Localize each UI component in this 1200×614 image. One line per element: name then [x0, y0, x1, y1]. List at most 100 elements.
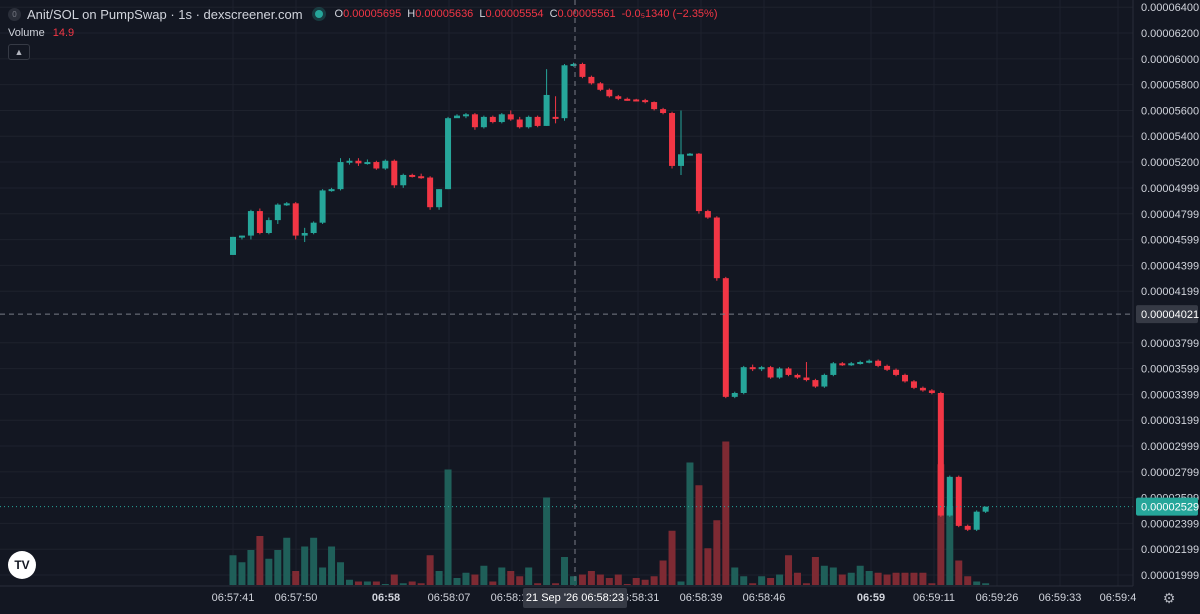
candle — [427, 176, 434, 210]
candle-body — [785, 368, 792, 375]
volume-bar — [301, 546, 309, 585]
candle — [767, 365, 774, 379]
candle — [498, 113, 505, 124]
volume-bar — [758, 576, 766, 585]
candle-body — [436, 189, 443, 208]
symbol-icon[interactable]: 0 — [8, 7, 21, 21]
candle-body — [543, 94, 550, 126]
candle — [543, 69, 550, 126]
candle-body — [597, 83, 604, 90]
change-value: -0.0₅1340 (−2.35%) — [621, 8, 718, 20]
time-tick-label: 06:59:33 — [1039, 592, 1082, 604]
candle — [758, 365, 765, 372]
collapse-legend-button[interactable]: ▲ — [8, 44, 30, 60]
volume-bar — [722, 441, 730, 585]
ohlc-legend: O0.00005695 H0.00005636 L0.00005554 C0.0… — [335, 8, 718, 20]
candle — [355, 158, 362, 166]
close-value: 0.00005561 — [557, 8, 616, 20]
candle-body — [418, 176, 425, 179]
candle-body — [910, 381, 917, 388]
volume-bar — [399, 583, 407, 585]
volume-bar — [865, 571, 873, 585]
candle — [928, 389, 935, 395]
candle-body — [919, 387, 926, 391]
candle-body — [749, 367, 756, 370]
candle — [283, 202, 290, 206]
price-tick-label: 0.00005800 — [1141, 80, 1199, 92]
price-tick-label: 0.00003399 — [1141, 389, 1199, 401]
price-tick-label: 0.00004599 — [1141, 235, 1199, 247]
price-tick-label: 0.00005600 — [1141, 105, 1199, 117]
time-tick-label: 06:58:39 — [680, 592, 723, 604]
candle — [588, 75, 595, 85]
candle — [454, 114, 460, 119]
candle — [624, 97, 631, 101]
volume-bar — [569, 576, 577, 585]
volume-bar — [883, 574, 891, 585]
candle — [238, 235, 245, 240]
candle — [561, 63, 568, 121]
candle — [507, 110, 514, 121]
chart-header: 0 Anit/SOL on PumpSwap · 1s · dexscreene… — [8, 5, 718, 23]
candle-body — [875, 360, 882, 366]
time-tick-label: 06:58:46 — [743, 592, 786, 604]
price-tick-label: 0.00003799 — [1141, 338, 1199, 350]
candle — [364, 159, 371, 165]
candle-body — [713, 217, 720, 279]
candle-body — [767, 367, 774, 378]
candle-body — [937, 392, 944, 516]
candle-body — [373, 162, 380, 169]
time-axis[interactable]: 06:57:41 06:57:50 06:58 06:58:07 06:58:15 06:… — [0, 585, 1136, 614]
volume-bar — [847, 572, 855, 585]
candle — [722, 276, 729, 399]
volume-bar — [354, 581, 362, 585]
candle — [525, 115, 532, 129]
volume-bar — [292, 571, 300, 585]
volume-bar — [283, 537, 291, 585]
candle-body — [355, 160, 362, 164]
candle-body — [848, 363, 855, 366]
volume-bar — [363, 581, 371, 585]
candle — [695, 153, 702, 214]
candle-body — [615, 96, 622, 99]
price-tick-label: 0.00002999 — [1141, 441, 1199, 453]
candle-body — [866, 360, 873, 363]
candle-body — [758, 367, 765, 370]
candle-body — [274, 204, 281, 221]
volume-bar — [856, 565, 864, 585]
candle — [462, 113, 469, 119]
volume-bar — [328, 546, 336, 585]
price-tick-label: 0.00003599 — [1141, 364, 1199, 376]
candle — [597, 82, 604, 92]
price-tick-label: 0.00005400 — [1141, 131, 1199, 143]
candle-body — [642, 100, 649, 103]
candle-body — [328, 189, 335, 192]
crosshair-price-label: 0.00004021 — [1141, 309, 1199, 321]
tradingview-logo-icon[interactable]: TV — [8, 551, 36, 579]
candle-body — [803, 377, 810, 381]
candle-body — [660, 109, 667, 114]
price-axis[interactable]: 0.00006400 0.00006200 0.00006000 0.00005800… — [1132, 0, 1200, 614]
candle-body — [884, 365, 891, 370]
volume-bar — [543, 497, 551, 585]
candle — [579, 62, 586, 79]
gear-icon[interactable]: ⚙ — [1162, 589, 1176, 606]
candle-body — [480, 116, 487, 128]
volume-bar — [238, 562, 246, 585]
price-tick-label: 0.00006000 — [1141, 54, 1199, 66]
volume-legend: Volume 14.9 — [8, 27, 74, 39]
candle — [794, 373, 801, 379]
last-price-tag — [1136, 497, 1198, 516]
candle — [776, 367, 783, 379]
candle — [633, 98, 640, 102]
volume-bar — [516, 576, 524, 585]
volume-bar — [704, 548, 712, 585]
candles — [230, 62, 989, 532]
volume-bar — [623, 584, 631, 585]
candle-body — [893, 369, 900, 375]
candle-body — [857, 362, 864, 365]
candle-body — [794, 374, 801, 378]
candle-body — [409, 174, 416, 177]
candle — [516, 116, 523, 129]
